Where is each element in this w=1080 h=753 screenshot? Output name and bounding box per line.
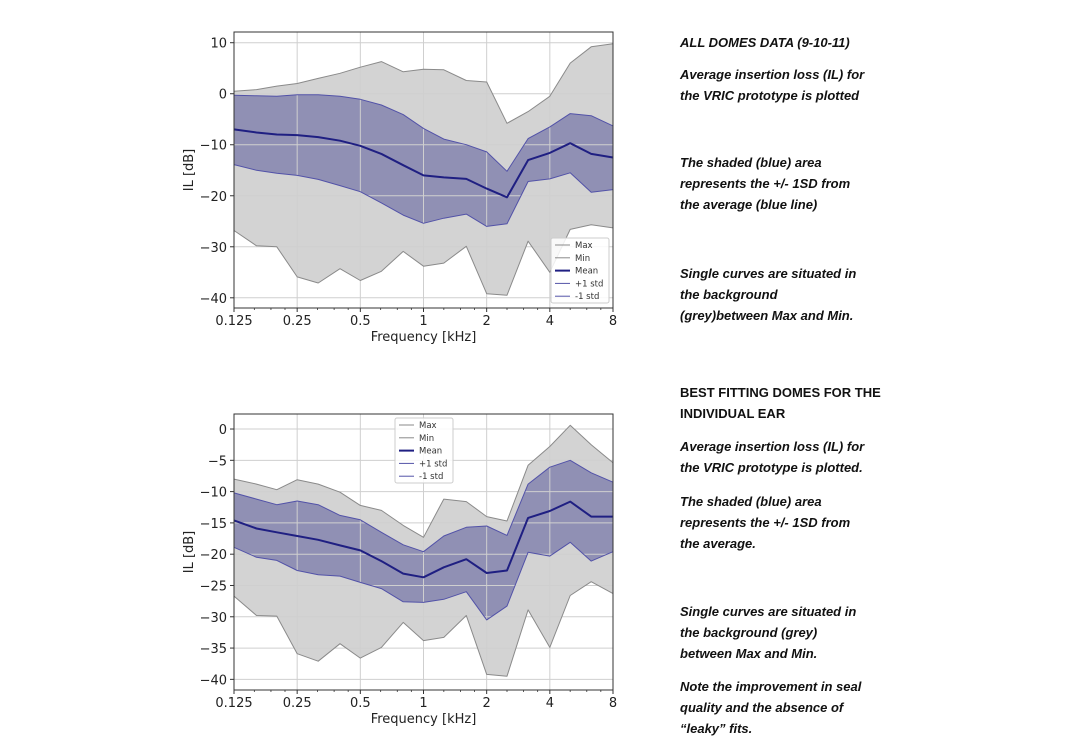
top-paragraph-3: Single curves are situated in the backgr… bbox=[680, 263, 856, 326]
bottom-panel-heading: BEST FITTING DOMES FOR THE INDIVIDUAL EA… bbox=[680, 382, 881, 424]
y-tick-label: 10 bbox=[210, 37, 227, 52]
x-axis-label: Frequency [kHz] bbox=[371, 330, 477, 345]
x-tick-label: 0.5 bbox=[350, 696, 371, 711]
series-line-mean bbox=[233, 500, 613, 579]
chart-1: 0.125 0.25 0.5 1 2 4 8 10 0 −10 −20 −30 −40 Frequency… bbox=[182, 31, 617, 345]
text-line: quality and the absence of bbox=[680, 700, 844, 715]
top-paragraph-1: Average insertion loss (IL) for the VRIC… bbox=[680, 64, 864, 106]
text-line: Average insertion loss (IL) for bbox=[680, 439, 865, 454]
legend: Max Min Mean +1 std -1 std bbox=[394, 417, 454, 484]
legend-label: Max bbox=[419, 421, 437, 431]
y-tick-label: −10 bbox=[200, 486, 227, 501]
text-line: The shaded (blue) area bbox=[680, 155, 822, 170]
text-line: the average. bbox=[680, 536, 756, 551]
x-tick-label: 0.5 bbox=[350, 314, 371, 329]
legend-box bbox=[550, 237, 610, 304]
series-line-mean bbox=[233, 128, 614, 199]
legend-label: Mean bbox=[419, 447, 442, 457]
series-line--1-std bbox=[233, 541, 614, 621]
text-line: represents the +/- 1SD from bbox=[680, 515, 851, 530]
series-line-min bbox=[233, 581, 614, 677]
top-paragraph-2: The shaded (blue) area represents the +/… bbox=[680, 152, 850, 215]
text-line: The shaded (blue) area bbox=[680, 494, 822, 509]
legend-label: Min bbox=[419, 434, 434, 444]
text-line: Average insertion loss (IL) for bbox=[680, 67, 865, 82]
x-tick-label: 0.125 bbox=[215, 314, 252, 329]
legend-label: Min bbox=[575, 254, 590, 264]
x-tick-label: 8 bbox=[609, 314, 617, 329]
text-line: Single curves are situated in bbox=[680, 266, 857, 281]
legend-label: -1 std bbox=[575, 292, 599, 302]
text-line: the background bbox=[680, 287, 778, 302]
text-line: “leaky” fits. bbox=[680, 721, 753, 736]
y-axis-label: IL [dB] bbox=[182, 531, 197, 574]
x-tick-label: 2 bbox=[483, 314, 491, 329]
y-tick-label: −40 bbox=[200, 292, 227, 307]
bottom-paragraph-4: Note the improvement in seal quality and… bbox=[680, 676, 861, 739]
chart-2: 0.125 0.25 0.5 1 2 4 8 0 −5 −10 −15 −20 −25 −30 −35 −40… bbox=[182, 413, 617, 727]
x-tick-label: 2 bbox=[483, 696, 491, 711]
y-tick-label: −25 bbox=[200, 579, 227, 594]
bottom-paragraph-3: Single curves are situated in the backgr… bbox=[680, 601, 856, 664]
y-axis-label: IL [dB] bbox=[182, 149, 197, 192]
y-tick-label: −20 bbox=[200, 548, 227, 563]
x-axis-label: Frequency [kHz] bbox=[371, 712, 477, 727]
x-tick-label: 4 bbox=[546, 314, 554, 329]
text-line: INDIVIDUAL EAR bbox=[680, 406, 786, 421]
y-tick-label: 0 bbox=[219, 423, 227, 438]
series-line-max bbox=[233, 43, 614, 124]
text-line: the VRIC prototype is plotted bbox=[680, 88, 860, 103]
series-line--1-std bbox=[233, 459, 614, 553]
series-line--1-std bbox=[233, 164, 614, 227]
legend-label: +1 std bbox=[419, 459, 447, 469]
y-tick-label: −40 bbox=[200, 673, 227, 688]
legend-label: Max bbox=[575, 241, 593, 251]
top-panel-heading: ALL DOMES DATA (9-10-11) bbox=[680, 35, 850, 50]
y-tick-label: 0 bbox=[219, 88, 227, 103]
series-line--1-std bbox=[233, 94, 614, 172]
y-tick-label: −30 bbox=[200, 241, 227, 256]
y-tick-label: −15 bbox=[200, 517, 227, 532]
text-line: between Max and Min. bbox=[680, 646, 818, 661]
y-tick-label: −5 bbox=[208, 454, 227, 469]
y-tick-label: −20 bbox=[200, 190, 227, 205]
x-tick-label: 1 bbox=[419, 314, 427, 329]
legend: Max Min Mean +1 std -1 std bbox=[550, 237, 610, 304]
y-tick-label: −35 bbox=[200, 642, 227, 657]
series-line-min bbox=[233, 224, 614, 296]
text-line: the background (grey) bbox=[680, 625, 818, 640]
x-tick-label: 8 bbox=[609, 696, 617, 711]
text-line: the VRIC prototype is plotted. bbox=[680, 460, 863, 475]
bottom-paragraph-2: The shaded (blue) area represents the +/… bbox=[680, 491, 850, 554]
text-line: represents the +/- 1SD from bbox=[680, 176, 851, 191]
y-tick-label: −30 bbox=[200, 611, 227, 626]
text-line: Note the improvement in seal bbox=[680, 679, 862, 694]
x-tick-label: 4 bbox=[546, 696, 554, 711]
text-line: (grey)between Max and Min. bbox=[680, 308, 854, 323]
x-tick-label: 0.125 bbox=[215, 696, 252, 711]
x-tick-label: 1 bbox=[419, 696, 427, 711]
x-tick-label: 0.25 bbox=[283, 314, 312, 329]
legend-label: +1 std bbox=[575, 279, 603, 289]
x-tick-label: 0.25 bbox=[283, 696, 312, 711]
series-line-max bbox=[233, 424, 614, 538]
text-line: the average (blue line) bbox=[680, 197, 818, 212]
legend-box bbox=[394, 417, 454, 484]
bottom-paragraph-1: Average insertion loss (IL) for the VRIC… bbox=[680, 436, 864, 478]
y-tick-label: −10 bbox=[200, 139, 227, 154]
text-line: BEST FITTING DOMES FOR THE bbox=[680, 385, 881, 400]
text-line: Single curves are situated in bbox=[680, 604, 857, 619]
legend-label: Mean bbox=[575, 267, 598, 277]
legend-label: -1 std bbox=[419, 472, 443, 482]
